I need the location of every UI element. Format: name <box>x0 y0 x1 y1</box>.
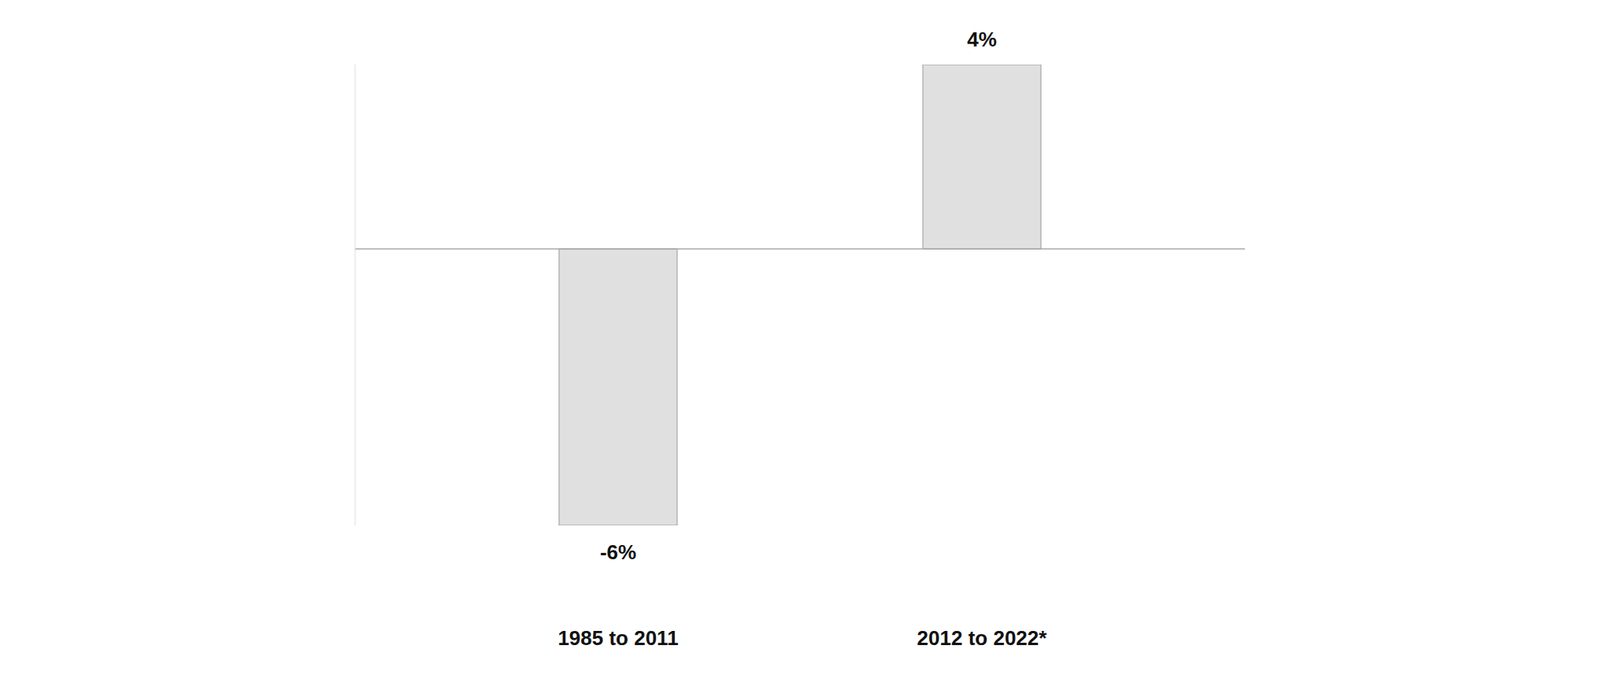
svg-text:4%: 4% <box>966 27 997 52</box>
svg-text:-6%: -6% <box>600 540 637 564</box>
svg-text:1985 to 2011: 1985 to 2011 <box>557 625 678 650</box>
svg-text:2012 to 2022*: 2012 to 2022* <box>917 625 1049 650</box>
